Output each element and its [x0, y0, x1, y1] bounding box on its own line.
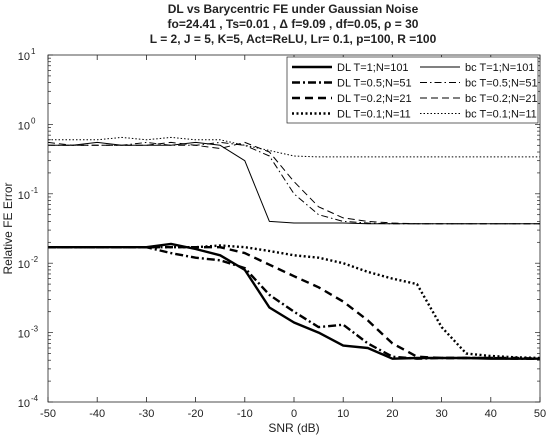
y-tick-label-base: 10	[18, 51, 30, 63]
legend-label: bc T=0.5;N=51	[465, 78, 538, 90]
x-axis-label: SNR (dB)	[268, 421, 319, 435]
y-tick-label-base: 10	[18, 259, 30, 271]
y-tick-label-exp: 0	[31, 116, 36, 125]
x-tick-label: 40	[485, 408, 497, 420]
legend-label: bc T=1;N=101	[465, 62, 535, 74]
x-tick-label: -30	[138, 408, 154, 420]
y-tick-label-base: 10	[18, 120, 30, 132]
x-tick-label: -40	[89, 408, 105, 420]
series-line-dl-t-0-1-n-11	[48, 244, 541, 360]
x-tick-labels: -50 -40 -30 -20 -10 0 10 20 30 40 50	[40, 408, 546, 420]
chart-title: DL vs Barycentric FE under Gaussian Nois…	[150, 2, 437, 46]
x-tick-label: 50	[534, 408, 546, 420]
legend-label: bc T=0.1;N=11	[465, 109, 537, 121]
y-tick-label-exp: 1	[31, 47, 36, 56]
x-tick-label: -20	[188, 408, 204, 420]
legend: DL T=1;N=101 bc T=1;N=101 DL T=0.5;N=51 bc …	[286, 56, 539, 124]
x-tick-label: -50	[40, 408, 56, 420]
legend-label: DL T=0.5;N=51	[337, 78, 412, 90]
legend-label: DL T=0.1;N=11	[337, 109, 411, 121]
y-tick-label-exp: -1	[31, 186, 39, 195]
legend-label: DL T=1;N=101	[337, 62, 409, 74]
title-line: fo=24.41 , Ts=0.01 , Δ f=9.09 , df=0.05,…	[168, 17, 419, 31]
y-tick-label-exp: -4	[31, 394, 39, 403]
y-tick-label-exp: -2	[31, 255, 39, 264]
title-line: DL vs Barycentric FE under Gaussian Nois…	[168, 2, 419, 16]
x-tick-label: -10	[237, 408, 253, 420]
x-tick-label: 0	[291, 408, 297, 420]
y-tick-label-base: 10	[18, 398, 30, 410]
series-group	[47, 136, 541, 360]
title-line: L = 2, J = 5, K=5, Act=ReLU, Lr= 0.1, p=…	[150, 32, 437, 46]
x-tick-label: 20	[386, 408, 398, 420]
y-tick-label-exp: -3	[31, 325, 39, 334]
y-tick-label-base: 10	[18, 329, 30, 341]
y-tick-label-base: 10	[18, 190, 30, 202]
legend-label: DL T=0.2;N=21	[337, 93, 412, 105]
x-tick-label: 10	[337, 408, 349, 420]
series-line-bc-t-0-2-n-21	[47, 141, 540, 225]
y-axis-label: Relative FE Error	[1, 182, 15, 274]
legend-label: bc T=0.2;N=21	[465, 93, 538, 105]
x-tick-label: 30	[435, 408, 447, 420]
